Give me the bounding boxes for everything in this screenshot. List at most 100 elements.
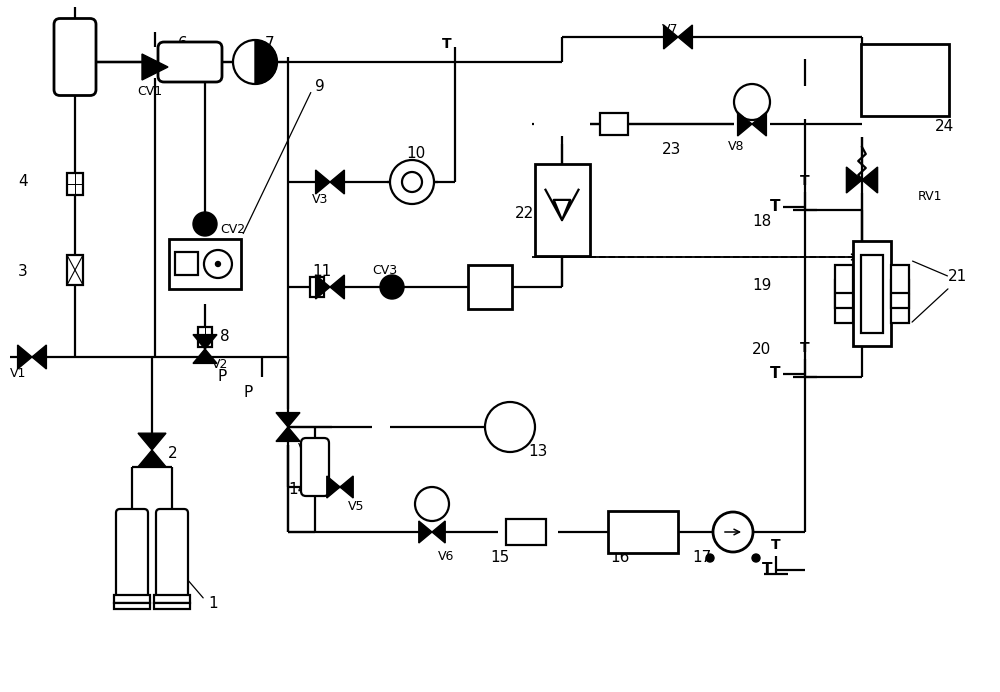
Text: 17: 17 [692, 549, 711, 565]
Circle shape [734, 84, 770, 120]
FancyBboxPatch shape [54, 19, 96, 95]
Polygon shape [193, 335, 217, 349]
Polygon shape [327, 476, 340, 498]
Circle shape [402, 172, 422, 192]
Text: P: P [217, 370, 227, 385]
FancyBboxPatch shape [158, 42, 222, 82]
Circle shape [380, 275, 404, 299]
Text: 16: 16 [610, 549, 629, 565]
Polygon shape [138, 450, 166, 467]
Bar [198, 327, 212, 347]
Bar [114, 595, 150, 603]
Bar [169, 239, 241, 289]
Text: 6: 6 [178, 37, 188, 51]
Polygon shape [846, 167, 862, 193]
Text: T: T [800, 174, 810, 188]
Polygon shape [340, 476, 353, 498]
Text: 18: 18 [752, 215, 771, 230]
Polygon shape [316, 275, 330, 299]
Circle shape [415, 487, 449, 521]
Text: V6: V6 [438, 551, 454, 563]
Bar [67, 255, 83, 285]
Polygon shape [18, 345, 32, 369]
Text: 4: 4 [18, 174, 28, 190]
Text: MS: MS [499, 421, 521, 433]
Bar [175, 253, 198, 275]
Text: 7: 7 [265, 37, 275, 51]
Polygon shape [276, 412, 300, 427]
Text: 19: 19 [752, 278, 771, 293]
Bar [835, 280, 853, 308]
Text: 22: 22 [515, 206, 534, 221]
Text: 5: 5 [55, 37, 65, 51]
Polygon shape [138, 433, 166, 450]
Polygon shape [432, 521, 445, 543]
FancyBboxPatch shape [156, 509, 188, 599]
Bar [835, 295, 853, 323]
Text: RV1: RV1 [918, 190, 942, 203]
FancyBboxPatch shape [116, 509, 148, 599]
Text: T: T [770, 199, 781, 215]
Text: 10: 10 [406, 147, 425, 161]
Bar [154, 595, 190, 603]
Text: V4: V4 [298, 442, 314, 455]
Polygon shape [193, 349, 217, 363]
Polygon shape [419, 521, 432, 543]
Text: CV1: CV1 [137, 86, 163, 98]
Circle shape [390, 160, 434, 204]
Circle shape [752, 554, 760, 562]
Text: V5: V5 [348, 500, 364, 513]
Circle shape [215, 262, 220, 266]
Text: 9: 9 [315, 80, 325, 95]
Bar [468, 265, 512, 309]
Polygon shape [678, 25, 692, 49]
Text: 23: 23 [662, 143, 681, 158]
Text: P: P [243, 385, 253, 400]
Text: 15: 15 [490, 549, 509, 565]
Circle shape [204, 250, 232, 278]
Circle shape [713, 512, 753, 552]
Circle shape [485, 402, 535, 452]
Bar [310, 277, 324, 297]
Text: V1: V1 [10, 367, 26, 381]
Text: 21: 21 [948, 269, 967, 284]
Bar [154, 603, 190, 609]
Polygon shape [752, 112, 766, 136]
Bar [608, 511, 678, 553]
Bar [861, 255, 883, 333]
Bar [853, 242, 891, 347]
Text: 20: 20 [752, 343, 771, 358]
Text: V8: V8 [728, 140, 744, 154]
Text: 1: 1 [208, 597, 218, 612]
Circle shape [193, 212, 217, 236]
Polygon shape [142, 54, 168, 80]
Text: M: M [746, 97, 758, 107]
Wedge shape [255, 40, 277, 84]
Text: T: T [762, 563, 772, 578]
Bar [861, 44, 949, 116]
Polygon shape [32, 345, 46, 369]
Text: T: T [800, 341, 810, 355]
Bar [891, 295, 909, 323]
Text: ∞: ∞ [519, 523, 533, 541]
Polygon shape [862, 167, 878, 193]
Text: CV3: CV3 [372, 264, 397, 277]
Text: 12: 12 [495, 266, 514, 282]
Text: T: T [442, 37, 452, 51]
Bar [891, 280, 909, 308]
Text: 13: 13 [528, 444, 547, 459]
Polygon shape [316, 170, 330, 194]
Bar [891, 265, 909, 293]
Text: V7: V7 [662, 24, 678, 37]
Bar [67, 173, 83, 195]
Text: CV2: CV2 [220, 224, 245, 237]
Bar [835, 265, 853, 293]
Polygon shape [330, 170, 344, 194]
Text: 8: 8 [220, 329, 230, 345]
Text: 11: 11 [312, 264, 331, 280]
Text: T: T [771, 538, 781, 552]
Text: M: M [426, 499, 438, 509]
Text: V2: V2 [212, 358, 228, 370]
Text: 2: 2 [168, 446, 178, 462]
Text: 14: 14 [288, 482, 307, 498]
